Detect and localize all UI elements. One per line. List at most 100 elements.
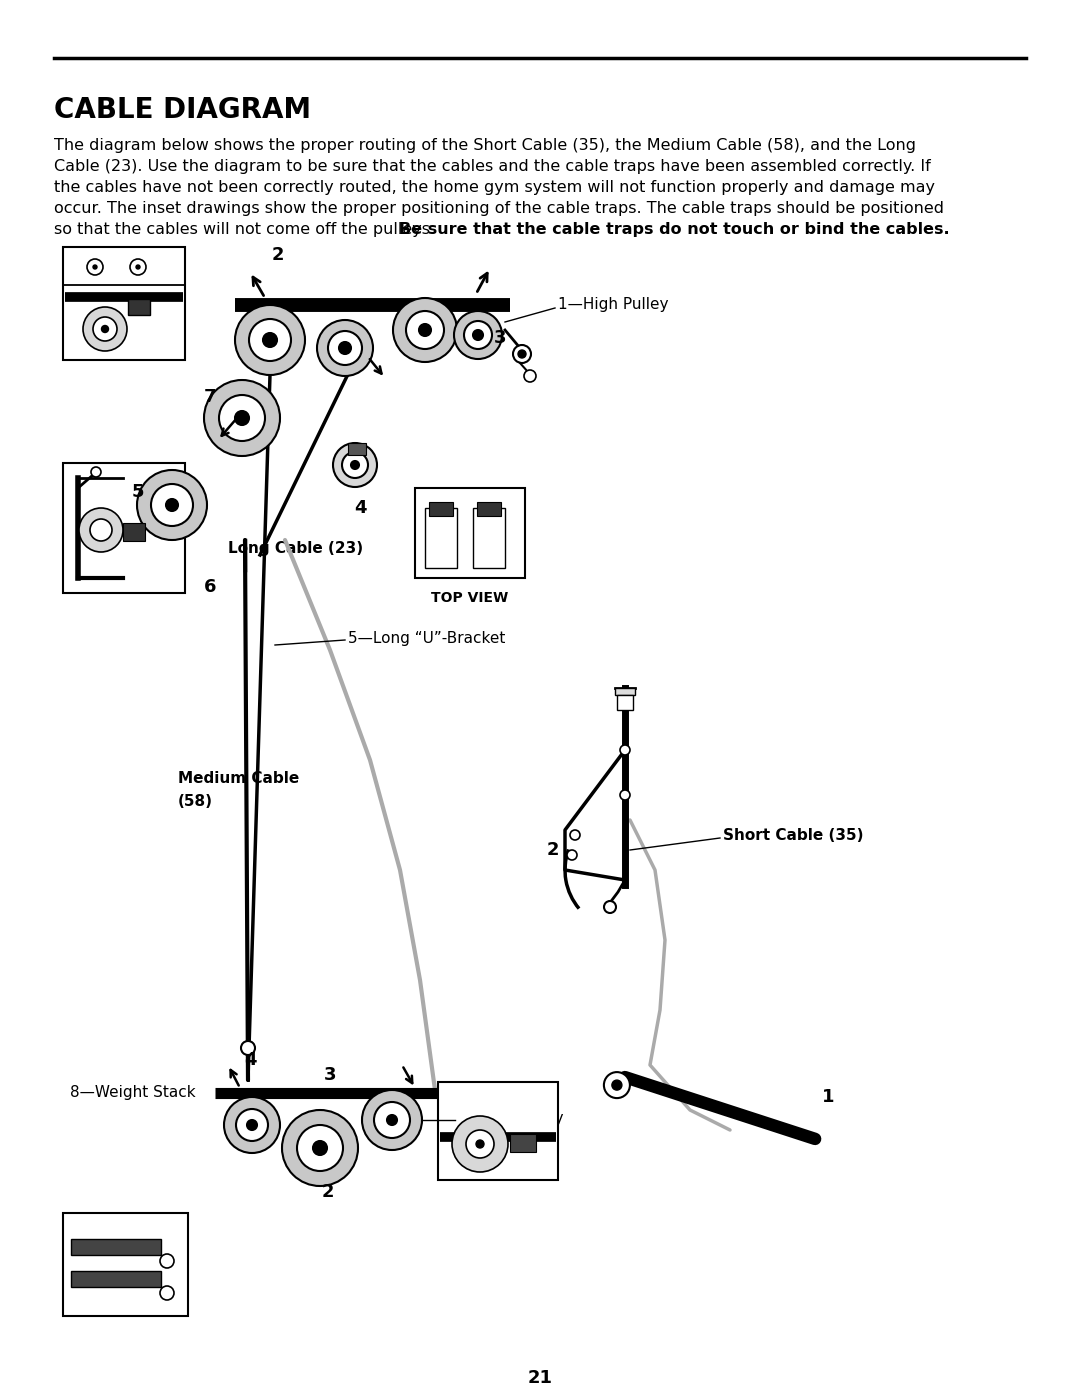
Text: The diagram below shows the proper routing of the Short Cable (35), the Medium C: The diagram below shows the proper routi… bbox=[54, 138, 916, 154]
Circle shape bbox=[166, 499, 178, 511]
Text: Be sure that the cable traps do not touch or bind the cables.: Be sure that the cable traps do not touc… bbox=[399, 222, 949, 237]
Circle shape bbox=[465, 1130, 494, 1158]
Circle shape bbox=[136, 265, 140, 270]
Circle shape bbox=[249, 319, 291, 360]
Circle shape bbox=[318, 320, 373, 376]
Text: 8—Weight Stack: 8—Weight Stack bbox=[70, 1084, 195, 1099]
Circle shape bbox=[620, 789, 630, 800]
Bar bbox=[415, 488, 525, 578]
Text: Long Cable (23): Long Cable (23) bbox=[228, 541, 363, 556]
Text: CABLE DIAGRAM: CABLE DIAGRAM bbox=[54, 96, 311, 124]
Bar bbox=[510, 1134, 536, 1153]
Text: 7: 7 bbox=[204, 388, 216, 407]
Circle shape bbox=[333, 443, 377, 488]
Circle shape bbox=[362, 1090, 422, 1150]
Bar bbox=[63, 462, 185, 592]
Circle shape bbox=[612, 1080, 622, 1090]
Circle shape bbox=[339, 342, 351, 353]
Text: 5—Long “U”-Bracket: 5—Long “U”-Bracket bbox=[348, 630, 505, 645]
Circle shape bbox=[241, 1041, 255, 1055]
Circle shape bbox=[453, 1116, 508, 1172]
Text: 2: 2 bbox=[322, 1183, 334, 1201]
Circle shape bbox=[137, 469, 207, 541]
Bar bbox=[615, 687, 635, 694]
Text: Medium Cable
(58): Medium Cable (58) bbox=[178, 771, 299, 809]
Circle shape bbox=[351, 461, 359, 469]
Text: 1—High Pulley: 1—High Pulley bbox=[558, 298, 669, 313]
Circle shape bbox=[570, 830, 580, 840]
Circle shape bbox=[518, 351, 526, 358]
Text: the cables have not been correctly routed, the home gym system will not function: the cables have not been correctly route… bbox=[54, 180, 935, 196]
Text: 6: 6 bbox=[204, 578, 216, 597]
Circle shape bbox=[160, 1255, 174, 1268]
Circle shape bbox=[282, 1111, 357, 1186]
Circle shape bbox=[524, 370, 536, 381]
Circle shape bbox=[90, 520, 112, 541]
Bar bbox=[71, 1239, 161, 1255]
Circle shape bbox=[454, 312, 502, 359]
Circle shape bbox=[473, 330, 483, 339]
Circle shape bbox=[237, 1109, 268, 1141]
Circle shape bbox=[235, 305, 305, 374]
Text: 2: 2 bbox=[546, 841, 559, 859]
Text: TOP VIEW: TOP VIEW bbox=[431, 591, 509, 605]
Bar bbox=[438, 1083, 558, 1180]
Circle shape bbox=[79, 509, 123, 552]
Circle shape bbox=[604, 1071, 630, 1098]
Circle shape bbox=[102, 326, 108, 332]
Circle shape bbox=[130, 258, 146, 275]
Circle shape bbox=[235, 411, 249, 425]
Bar bbox=[477, 502, 501, 515]
Text: 4: 4 bbox=[244, 1051, 256, 1069]
Bar bbox=[123, 522, 145, 541]
Circle shape bbox=[476, 1140, 484, 1148]
Text: 2: 2 bbox=[272, 246, 284, 264]
Circle shape bbox=[342, 453, 368, 478]
Circle shape bbox=[464, 321, 492, 349]
Text: 1: 1 bbox=[822, 1088, 834, 1106]
Circle shape bbox=[406, 312, 444, 349]
Text: occur. The inset drawings show the proper positioning of the cable traps. The ca: occur. The inset drawings show the prope… bbox=[54, 201, 944, 217]
Circle shape bbox=[328, 331, 362, 365]
Bar bbox=[348, 443, 366, 455]
Circle shape bbox=[93, 265, 97, 270]
Text: 1—Low Pulley: 1—Low Pulley bbox=[458, 1111, 564, 1126]
Text: Cable (23). Use the diagram to be sure that the cables and the cable traps have : Cable (23). Use the diagram to be sure t… bbox=[54, 159, 931, 175]
Bar bbox=[426, 509, 457, 569]
Circle shape bbox=[264, 332, 276, 346]
Text: 3: 3 bbox=[324, 1066, 336, 1084]
Bar bbox=[617, 694, 633, 710]
Circle shape bbox=[204, 380, 280, 455]
Circle shape bbox=[93, 317, 117, 341]
Circle shape bbox=[567, 849, 577, 861]
Text: 4: 4 bbox=[354, 499, 366, 517]
Circle shape bbox=[91, 467, 102, 476]
Circle shape bbox=[393, 298, 457, 362]
Circle shape bbox=[513, 345, 531, 363]
Text: so that the cables will not come off the pulleys.: so that the cables will not come off the… bbox=[54, 222, 441, 237]
Circle shape bbox=[604, 901, 616, 914]
Circle shape bbox=[219, 395, 265, 441]
Circle shape bbox=[387, 1115, 397, 1125]
Circle shape bbox=[83, 307, 127, 351]
Text: Short Cable (35): Short Cable (35) bbox=[723, 827, 864, 842]
Text: 21: 21 bbox=[527, 1369, 553, 1387]
Circle shape bbox=[87, 258, 103, 275]
Bar bbox=[129, 299, 150, 314]
Bar bbox=[63, 247, 185, 360]
Bar bbox=[429, 502, 453, 515]
Circle shape bbox=[297, 1125, 343, 1171]
Circle shape bbox=[620, 745, 630, 754]
Circle shape bbox=[151, 483, 193, 527]
Bar bbox=[63, 1213, 188, 1316]
Bar bbox=[71, 1271, 161, 1287]
Text: 5: 5 bbox=[132, 483, 145, 502]
Circle shape bbox=[224, 1097, 280, 1153]
Circle shape bbox=[419, 324, 431, 337]
Circle shape bbox=[313, 1141, 327, 1155]
Circle shape bbox=[160, 1287, 174, 1301]
Text: 3: 3 bbox=[494, 330, 507, 346]
Circle shape bbox=[374, 1102, 410, 1139]
Circle shape bbox=[247, 1120, 257, 1130]
Bar bbox=[473, 509, 505, 569]
